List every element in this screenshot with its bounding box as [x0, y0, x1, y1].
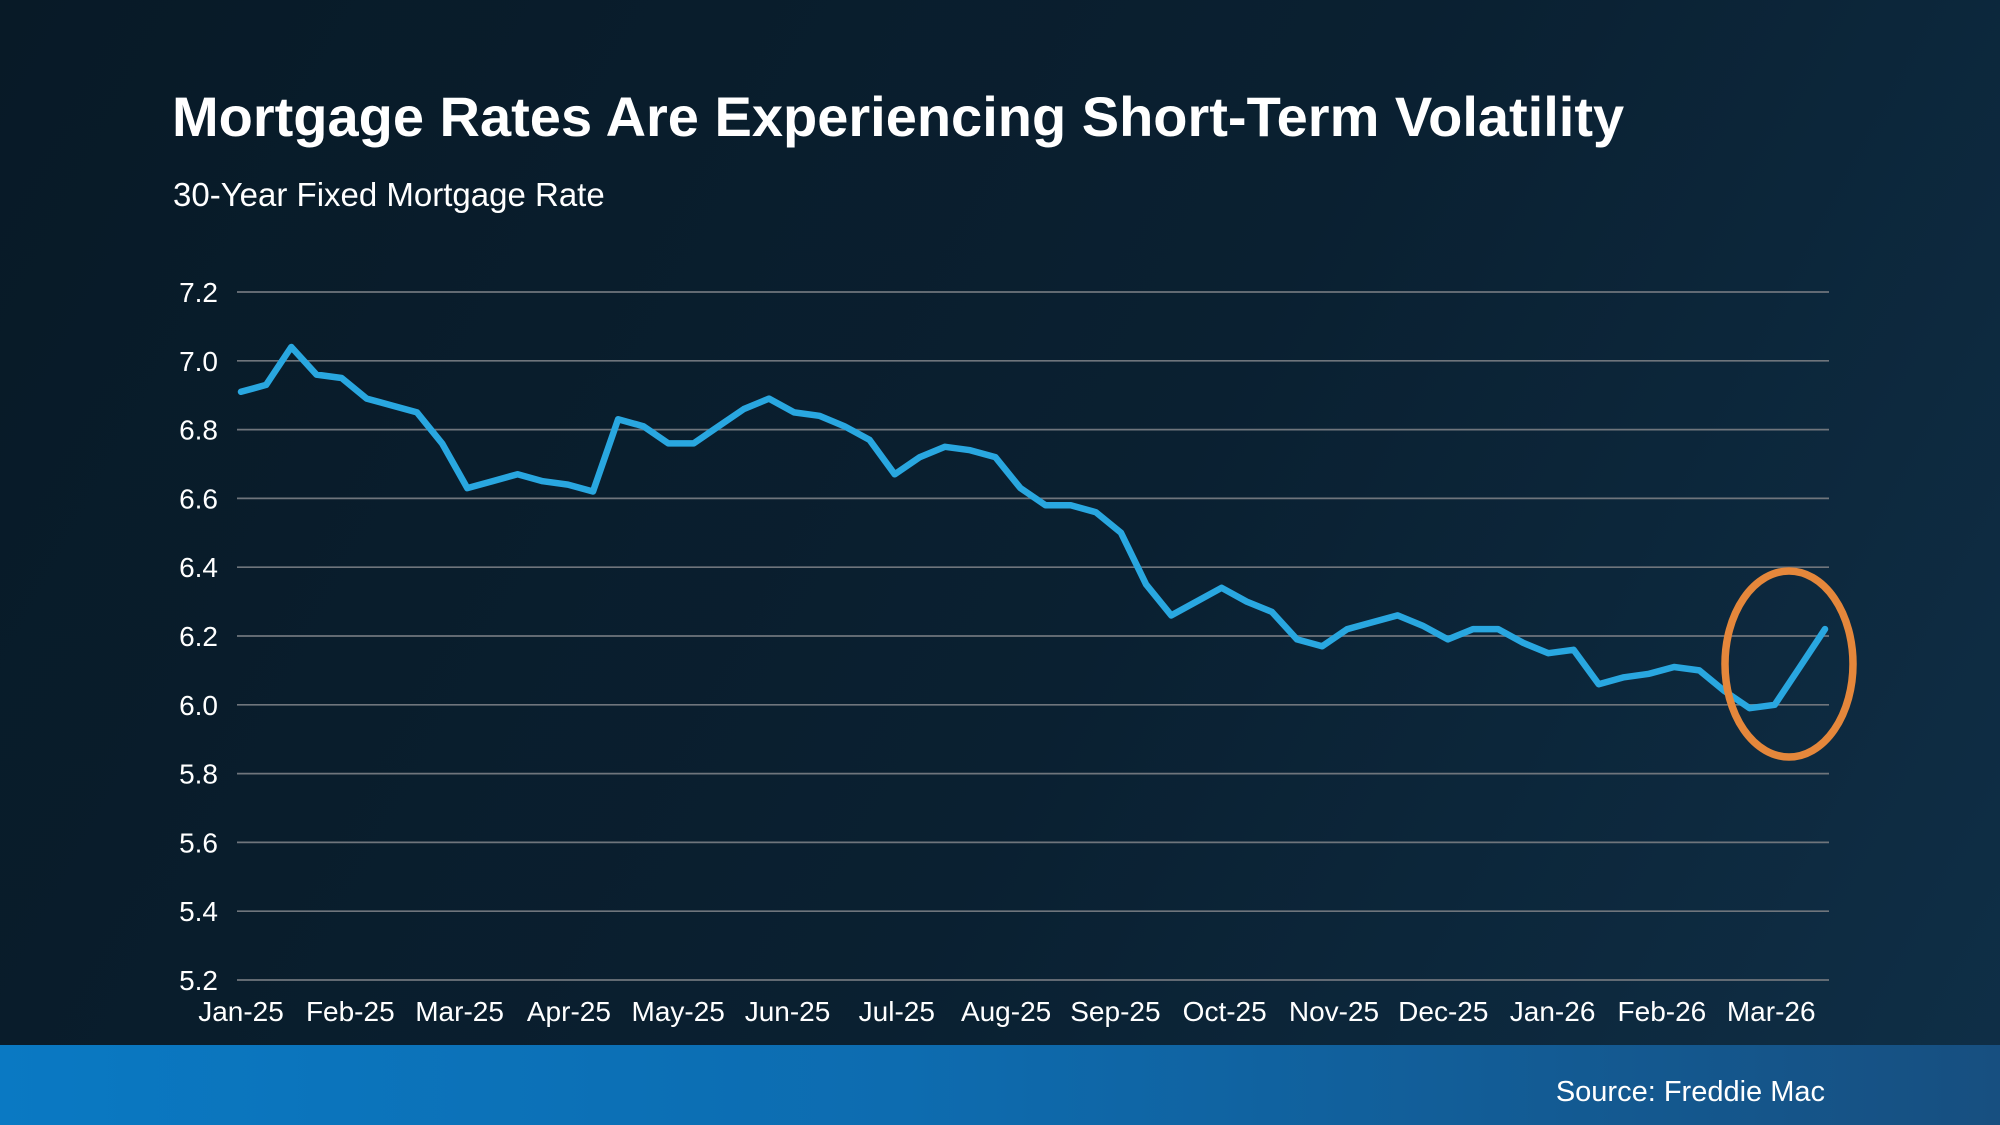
x-tick-label: Feb-25 [306, 996, 395, 1027]
x-tick-label: Sep-25 [1070, 996, 1160, 1027]
y-tick-label: 6.6 [179, 483, 218, 514]
y-tick-label: 6.4 [179, 552, 218, 583]
x-tick-label: Dec-25 [1398, 996, 1488, 1027]
highlight-ellipse [1721, 567, 1857, 761]
rate-line [237, 343, 1829, 712]
y-tick-label: 5.8 [179, 759, 218, 790]
chart-subtitle: 30-Year Fixed Mortgage Rate [173, 176, 605, 213]
x-tick-label: Jul-25 [859, 996, 935, 1027]
y-tick-label: 6.0 [179, 690, 218, 721]
chart-title: Mortgage Rates Are Experiencing Short-Te… [172, 85, 1625, 148]
x-tick-label: Jan-26 [1510, 996, 1596, 1027]
x-tick-label: Mar-25 [415, 996, 504, 1027]
x-tick-label: Jan-25 [198, 996, 284, 1027]
source-label: Source: Freddie Mac [1555, 1075, 1825, 1108]
y-tick-label: 5.2 [179, 965, 218, 996]
y-tick-label: 6.8 [179, 415, 218, 446]
y-tick-label: 5.4 [179, 896, 218, 927]
y-tick-label: 5.6 [179, 827, 218, 858]
x-tick-label: Feb-26 [1618, 996, 1707, 1027]
x-tick-label: Oct-25 [1183, 996, 1267, 1027]
y-tick-label: 6.2 [179, 621, 218, 652]
x-tick-label: Jun-25 [745, 996, 831, 1027]
x-tick-label: Apr-25 [527, 996, 611, 1027]
x-tick-label: Mar-26 [1727, 996, 1816, 1027]
x-tick-label: May-25 [632, 996, 725, 1027]
x-tick-label: Nov-25 [1289, 996, 1379, 1027]
y-tick-label: 7.2 [179, 277, 218, 308]
y-tick-label: 7.0 [179, 346, 218, 377]
footer-bar: Source: Freddie Mac [0, 1045, 2000, 1125]
x-tick-label: Aug-25 [961, 996, 1051, 1027]
